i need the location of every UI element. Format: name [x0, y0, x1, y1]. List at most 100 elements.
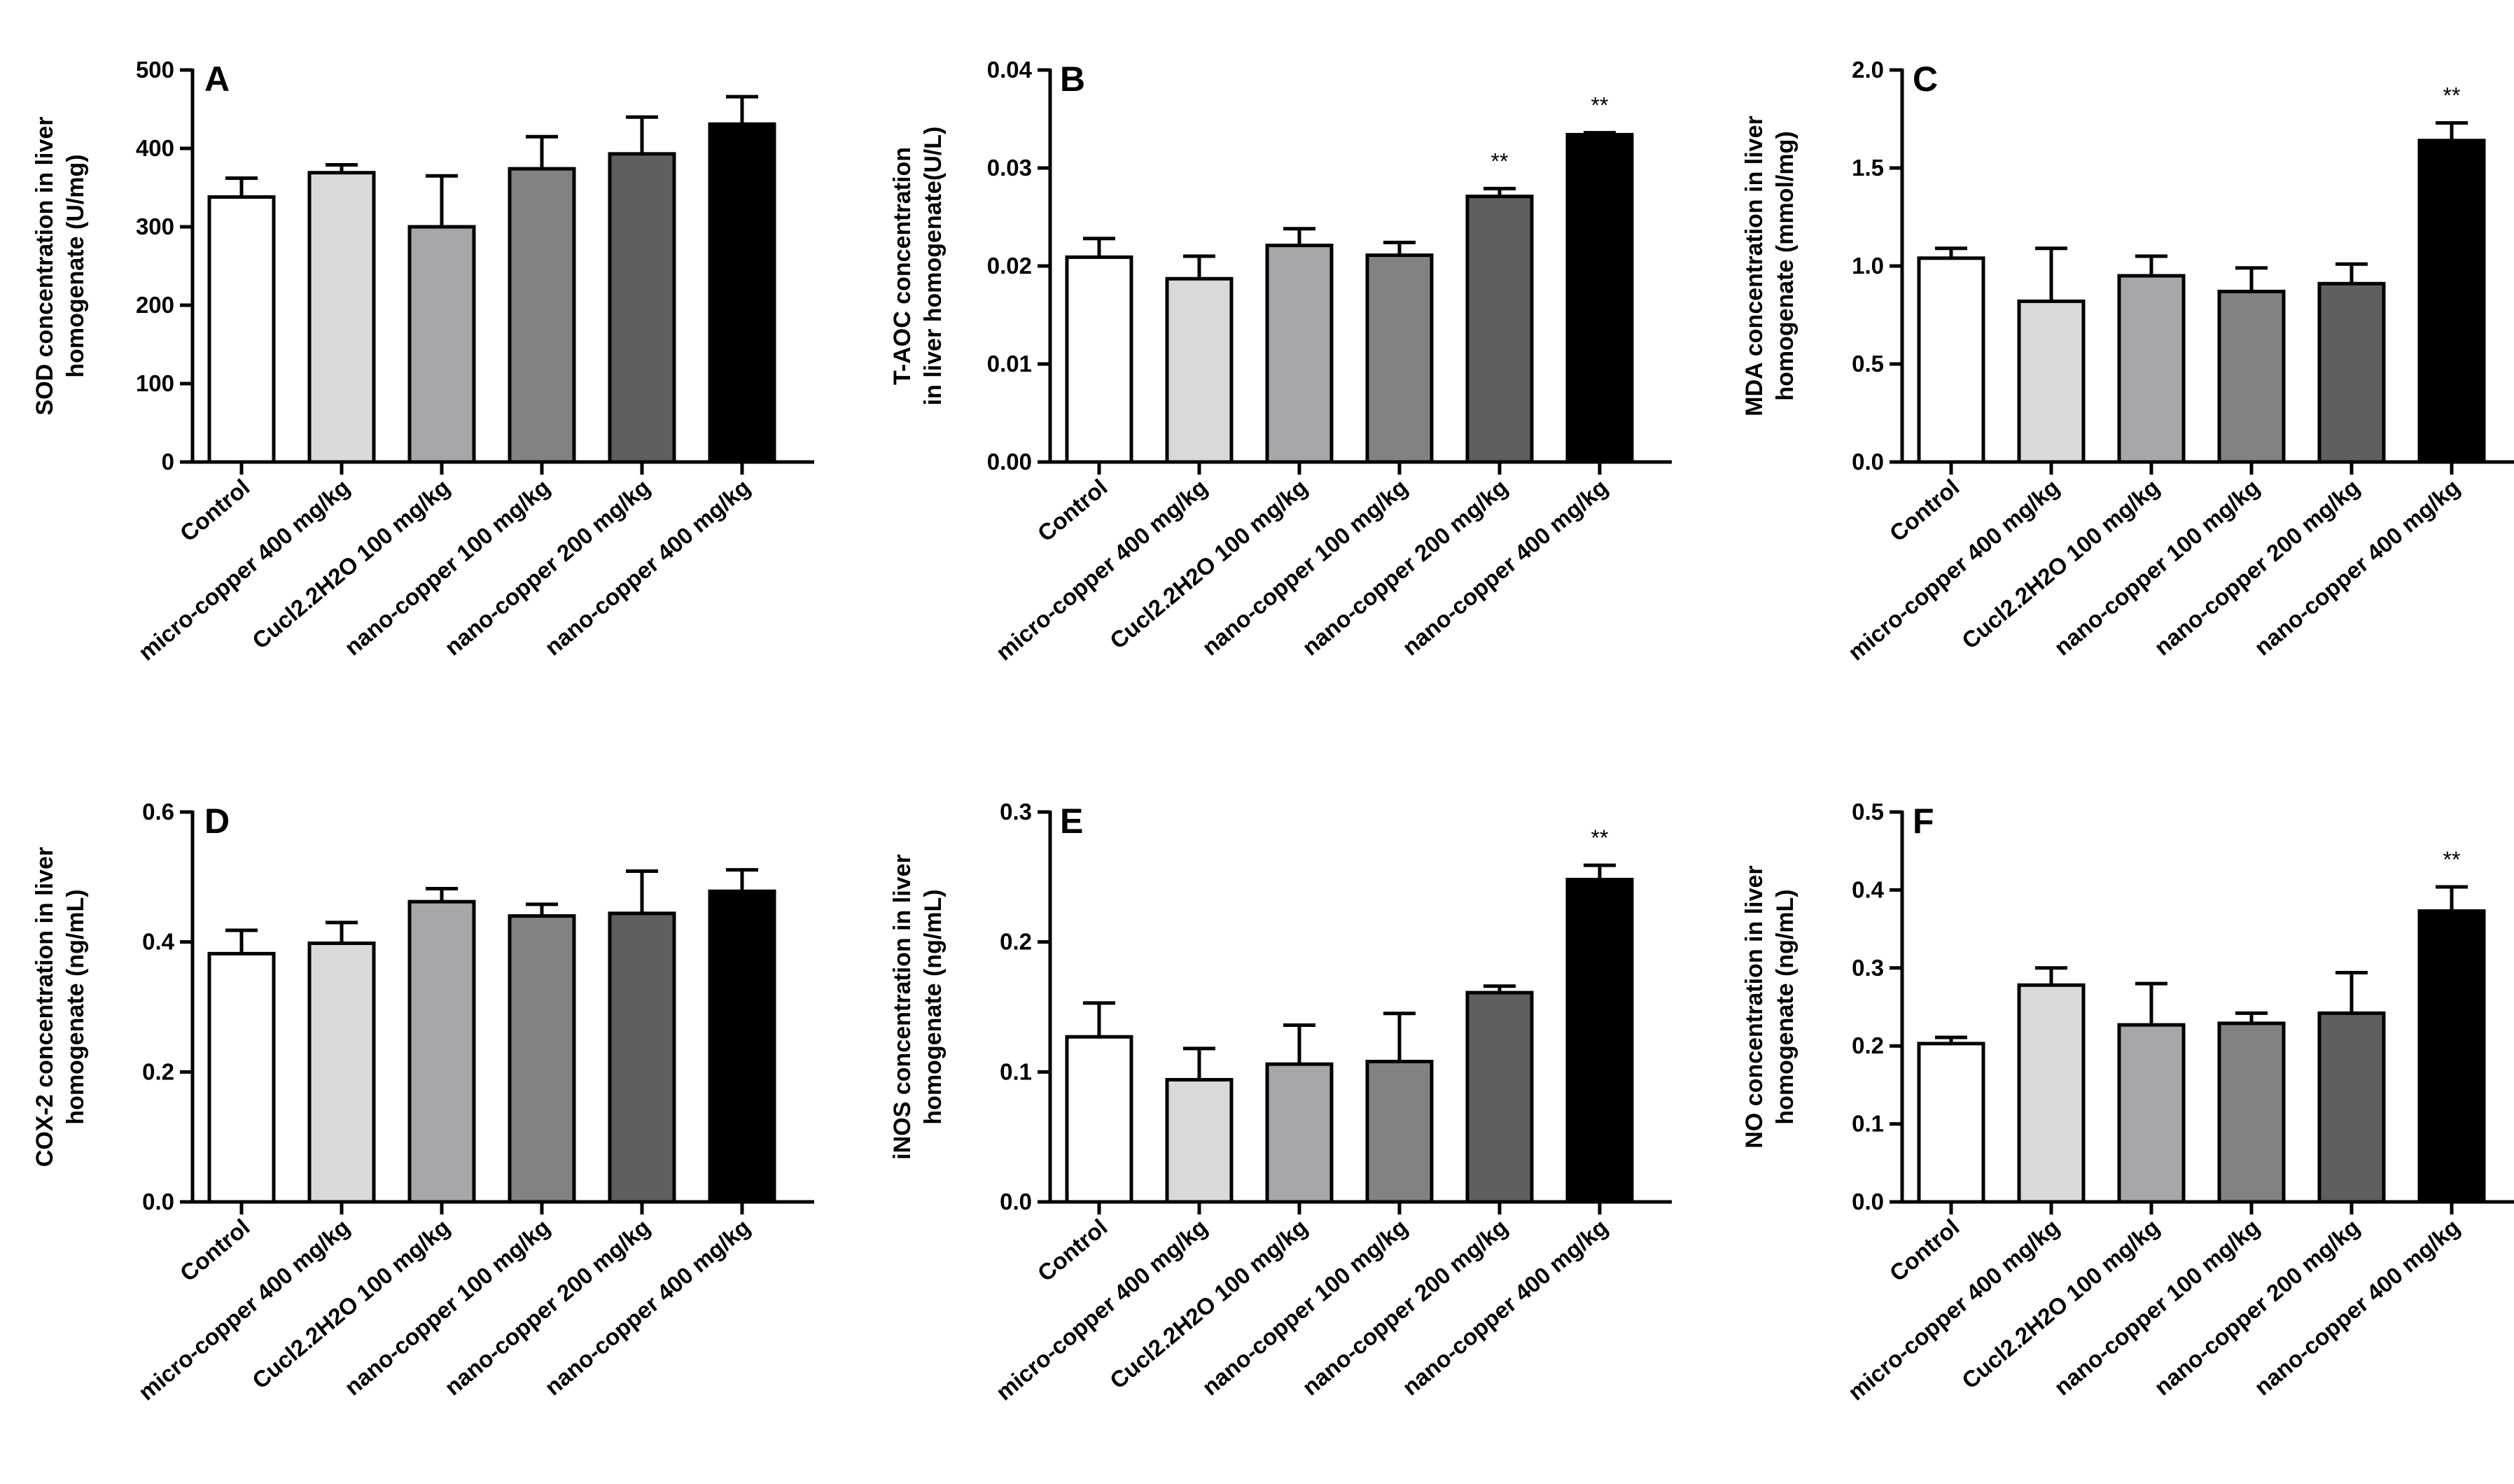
x-tick-label: Cucl2.2H2O 100 mg/kg: [1105, 1214, 1312, 1394]
significance-marker: **: [2443, 847, 2461, 872]
bar: [307, 941, 376, 1204]
y-tick-label: 2.0: [1852, 57, 1884, 83]
x-tick-label: nano-copper 200 mg/kg: [1297, 1214, 1513, 1400]
x-tick-label: micro-copper 400 mg/kg: [991, 1214, 1213, 1406]
y-tick-label: 0.2: [1852, 1032, 1884, 1058]
significance-marker: **: [1591, 93, 1609, 118]
x-tick-label: Cucl2.2H2O 100 mg/kg: [1105, 474, 1312, 654]
x-tick-label: Control: [1033, 474, 1112, 547]
chart-panel-b: B 0.00 0.01 0.02 0.03 0.04 T-AOC concentration…: [889, 57, 1672, 666]
x-tick-label: nano-copper 100 mg/kg: [1197, 474, 1413, 660]
x-tick-label: micro-copper 400 mg/kg: [1843, 474, 2065, 666]
panel-letter: C: [1913, 59, 1938, 99]
x-tick-label: nano-copper 100 mg/kg: [2049, 1214, 2265, 1400]
chart-panel-c: C 0.0 0.5 1.0 1.5 2.0 MDA concentration in liv…: [1741, 57, 2514, 666]
bar: [508, 167, 576, 464]
y-tick-label: 0.02: [987, 253, 1032, 279]
x-tick-label: nano-copper 200 mg/kg: [440, 474, 655, 660]
x-tick-label: micro-copper 400 mg/kg: [991, 474, 1213, 666]
y-tick-label: 0.00: [987, 449, 1032, 475]
y-axis-label: MDA concentration in liver homogenate (mm…: [1741, 115, 1799, 416]
bar: [1065, 1035, 1133, 1204]
x-tick-label: nano-copper 400 mg/kg: [1397, 1214, 1613, 1400]
x-tick-label: nano-copper 200 mg/kg: [2149, 1214, 2365, 1400]
bar: [2217, 1021, 2286, 1204]
panel-letter: F: [1913, 802, 1934, 841]
y-tick-label: 0.01: [987, 351, 1032, 377]
y-axis-label: COX-2 concentration in liver homogenate (…: [32, 847, 89, 1167]
x-tick-label: nano-copper 200 mg/kg: [1297, 474, 1513, 660]
bar: [1265, 244, 1334, 464]
y-tick-label: 0.0: [142, 1189, 174, 1214]
x-tick-label: Cucl2.2H2O 100 mg/kg: [247, 1214, 454, 1394]
x-tick-label: nano-copper 400 mg/kg: [1397, 474, 1613, 660]
bar: [2017, 299, 2086, 464]
bar: [1165, 1077, 1234, 1204]
bar: [708, 122, 776, 464]
bar: [407, 225, 476, 464]
y-tick-label: 0.3: [1000, 799, 1032, 825]
y-tick-label: 0.0: [1000, 1189, 1032, 1214]
bar: [2417, 909, 2486, 1204]
chart-panel-e: E 0.0 0.1 0.2 0.3 iNOS concentration in liver…: [889, 799, 1672, 1406]
x-tick-label: Cucl2.2H2O 100 mg/kg: [1957, 474, 2164, 654]
bar: [2217, 289, 2286, 464]
y-axis-label: NO concentration in liver homogenate (ng/…: [1741, 865, 1799, 1148]
chart-panel-d: D 0.0 0.2 0.4 0.6 COX-2 concentration in live…: [32, 799, 814, 1406]
y-axis-label: T-AOC concentration in liver homogenate(U…: [889, 127, 947, 406]
panel-letter: E: [1060, 802, 1083, 841]
bar: [1465, 990, 1534, 1204]
bar: [608, 911, 676, 1204]
y-tick-label: 100: [136, 370, 174, 396]
x-tick-label: nano-copper 200 mg/kg: [2149, 474, 2365, 660]
y-tick-label: 0.1: [1852, 1111, 1884, 1137]
bar: [407, 899, 476, 1204]
bar: [608, 152, 676, 464]
x-tick-label: nano-copper 200 mg/kg: [440, 1214, 655, 1400]
bar: [207, 195, 276, 464]
y-tick-label: 400: [136, 135, 174, 161]
bar: [1365, 253, 1434, 464]
bar: [2117, 1023, 2186, 1204]
y-tick-label: 0.6: [142, 799, 174, 825]
y-tick-label: 0.4: [1852, 876, 1885, 902]
x-tick-label: Control: [1885, 474, 1964, 547]
bar: [307, 171, 376, 464]
y-tick-label: 0.4: [142, 929, 175, 955]
y-tick-label: 0.2: [1000, 929, 1032, 955]
y-tick-label: 1.5: [1852, 155, 1884, 181]
y-tick-label: 0.0: [1852, 1189, 1884, 1214]
bar: [2317, 281, 2386, 464]
y-tick-label: 0.1: [1000, 1058, 1032, 1084]
x-tick-label: nano-copper 100 mg/kg: [2049, 474, 2265, 660]
y-axis-label: SOD concentration in liver homogenate (U/…: [32, 117, 89, 416]
bar: [1065, 255, 1133, 464]
panel-letter: D: [204, 802, 230, 841]
x-tick-label: Control: [1033, 1214, 1112, 1287]
bar: [2117, 274, 2186, 464]
bar: [1465, 195, 1534, 464]
y-axis-label: iNOS concentration in liver homogenate (n…: [889, 854, 947, 1159]
bar: [508, 914, 576, 1204]
y-tick-label: 0.03: [987, 155, 1032, 181]
x-tick-label: Cucl2.2H2O 100 mg/kg: [247, 474, 454, 654]
x-tick-label: micro-copper 400 mg/kg: [134, 1214, 355, 1406]
panel-letter: A: [204, 59, 230, 99]
x-tick-label: micro-copper 400 mg/kg: [1843, 1214, 2065, 1406]
y-tick-label: 0.5: [1852, 799, 1884, 825]
y-tick-label: 300: [136, 214, 174, 239]
y-tick-label: 0.3: [1852, 955, 1884, 981]
x-tick-label: nano-copper 400 mg/kg: [540, 1214, 755, 1400]
significance-marker: **: [2443, 83, 2461, 108]
bar: [2317, 1011, 2386, 1204]
y-tick-label: 200: [136, 292, 174, 318]
x-tick-label: micro-copper 400 mg/kg: [134, 474, 355, 666]
y-tick-label: 0.2: [142, 1058, 174, 1084]
bar: [2017, 983, 2086, 1204]
bar: [1917, 256, 1985, 464]
x-tick-label: Control: [175, 1214, 255, 1287]
bar: [1565, 132, 1634, 464]
panel-letter: B: [1060, 59, 1085, 99]
bar: [1365, 1059, 1434, 1204]
bar: [1165, 276, 1234, 464]
